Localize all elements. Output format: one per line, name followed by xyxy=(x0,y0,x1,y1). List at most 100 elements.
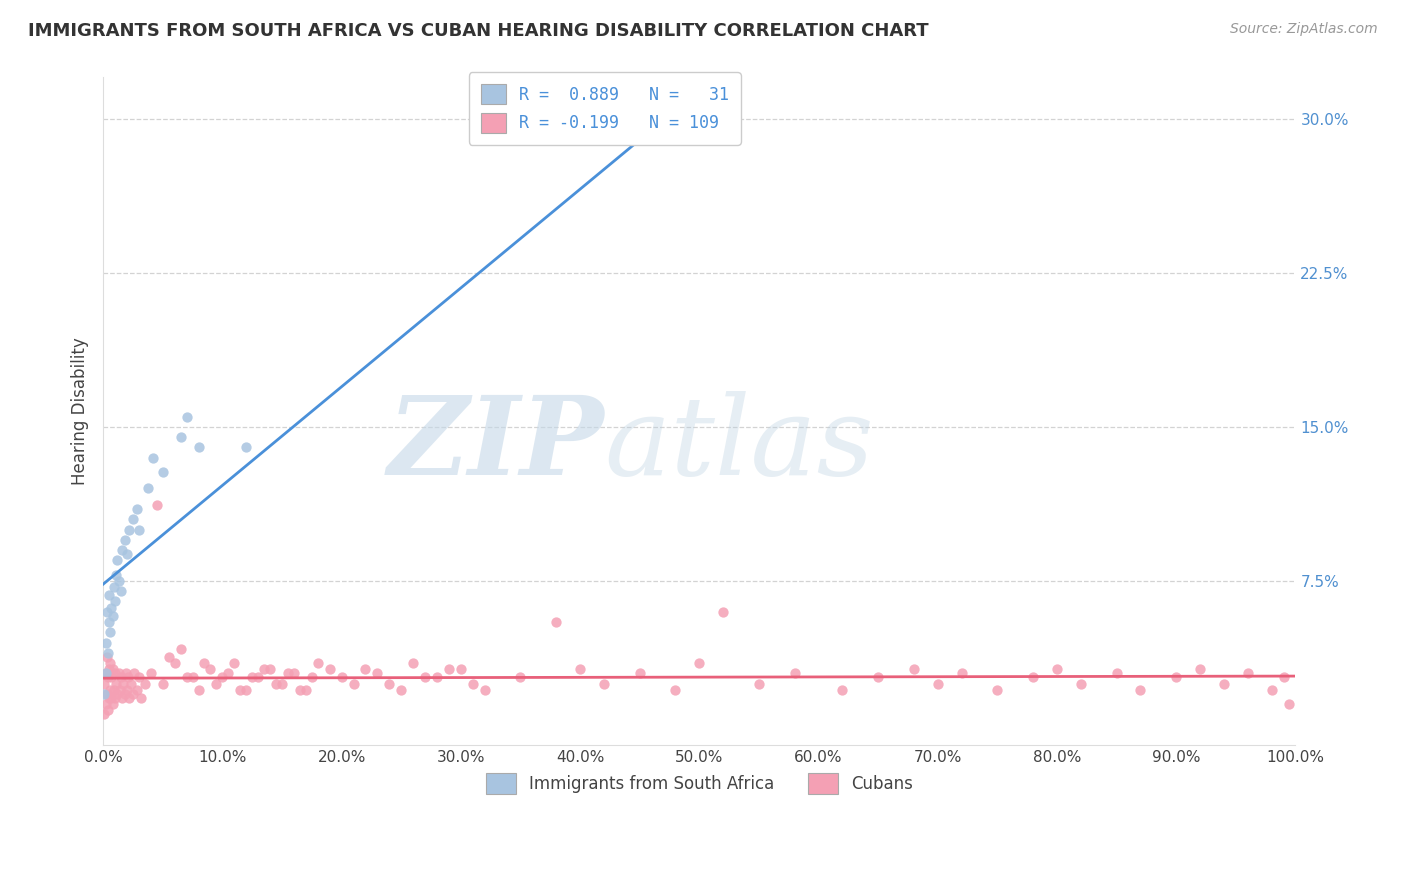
Point xyxy=(378,676,401,690)
Point xyxy=(108,682,131,697)
Point xyxy=(628,666,651,681)
Point xyxy=(200,662,222,676)
Point xyxy=(187,682,209,697)
Point xyxy=(128,671,150,685)
Point xyxy=(569,662,592,676)
Point xyxy=(100,600,122,615)
Point xyxy=(389,682,412,697)
Point xyxy=(100,691,122,706)
Point xyxy=(118,523,141,537)
Point xyxy=(93,707,115,722)
Point xyxy=(117,671,139,685)
Point xyxy=(105,676,128,690)
Point xyxy=(146,498,169,512)
Point xyxy=(105,567,128,582)
Point xyxy=(122,666,145,681)
Text: IMMIGRANTS FROM SOUTH AFRICA VS CUBAN HEARING DISABILITY CORRELATION CHART: IMMIGRANTS FROM SOUTH AFRICA VS CUBAN HE… xyxy=(28,22,929,40)
Point xyxy=(134,676,156,690)
Point xyxy=(152,676,174,690)
Point xyxy=(1189,662,1212,676)
Point xyxy=(129,691,152,706)
Point xyxy=(122,687,145,701)
Point xyxy=(98,625,121,640)
Point xyxy=(354,662,377,676)
Point xyxy=(101,697,124,711)
Point xyxy=(366,666,388,681)
Point xyxy=(301,671,323,685)
Point xyxy=(283,666,305,681)
Point xyxy=(402,656,425,670)
Point xyxy=(114,666,136,681)
Point xyxy=(112,676,135,690)
Point xyxy=(711,605,734,619)
Point xyxy=(217,666,239,681)
Point xyxy=(97,671,120,685)
Point xyxy=(986,682,1008,697)
Point xyxy=(271,676,294,690)
Point xyxy=(94,697,117,711)
Point xyxy=(96,649,118,664)
Point xyxy=(437,662,460,676)
Point xyxy=(461,676,484,690)
Point xyxy=(169,430,191,444)
Point xyxy=(176,671,198,685)
Point xyxy=(509,671,531,685)
Point xyxy=(277,666,299,681)
Point xyxy=(342,676,364,690)
Point xyxy=(176,409,198,424)
Point xyxy=(1166,671,1188,685)
Point xyxy=(157,649,180,664)
Point xyxy=(711,121,734,136)
Point xyxy=(97,703,120,717)
Point xyxy=(748,676,770,690)
Point xyxy=(114,533,136,547)
Point xyxy=(1212,676,1234,690)
Point xyxy=(98,691,121,706)
Point xyxy=(664,682,686,697)
Point xyxy=(107,553,129,567)
Point xyxy=(138,482,160,496)
Point xyxy=(235,682,257,697)
Point xyxy=(247,671,270,685)
Point xyxy=(1105,666,1128,681)
Point xyxy=(181,671,204,685)
Point xyxy=(927,676,949,690)
Text: ZIP: ZIP xyxy=(387,391,605,499)
Point xyxy=(94,666,117,681)
Point xyxy=(163,656,186,670)
Point xyxy=(107,687,129,701)
Point xyxy=(235,440,257,454)
Point xyxy=(98,656,121,670)
Point xyxy=(115,547,138,561)
Point xyxy=(1022,671,1045,685)
Point xyxy=(205,676,228,690)
Point xyxy=(413,671,436,685)
Point xyxy=(104,666,127,681)
Point xyxy=(288,682,311,697)
Point xyxy=(868,671,890,685)
Point xyxy=(1070,676,1092,690)
Point xyxy=(474,682,496,697)
Point xyxy=(93,676,115,690)
Point xyxy=(118,691,141,706)
Point xyxy=(1278,697,1301,711)
Point xyxy=(122,512,145,526)
Point xyxy=(593,676,616,690)
Point xyxy=(107,666,129,681)
Point xyxy=(688,656,710,670)
Point xyxy=(111,543,134,558)
Point xyxy=(128,523,150,537)
Point xyxy=(94,666,117,681)
Point xyxy=(1236,666,1258,681)
Point xyxy=(110,671,132,685)
Point xyxy=(100,671,122,685)
Point xyxy=(101,608,124,623)
Point xyxy=(107,574,129,588)
Y-axis label: Hearing Disability: Hearing Disability xyxy=(72,337,89,485)
Point xyxy=(114,687,136,701)
Point xyxy=(152,465,174,479)
Point xyxy=(240,671,263,685)
Point xyxy=(426,671,449,685)
Point xyxy=(546,615,568,629)
Text: Source: ZipAtlas.com: Source: ZipAtlas.com xyxy=(1230,22,1378,37)
